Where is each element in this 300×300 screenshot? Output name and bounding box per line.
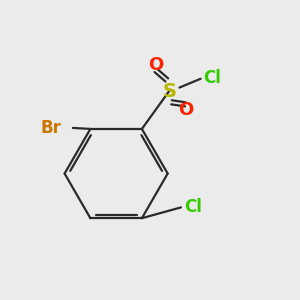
Text: Cl: Cl xyxy=(184,198,202,216)
Text: Cl: Cl xyxy=(203,69,221,87)
Text: O: O xyxy=(178,101,193,119)
Text: S: S xyxy=(162,82,176,100)
Text: O: O xyxy=(148,56,164,74)
Text: Br: Br xyxy=(41,119,62,137)
